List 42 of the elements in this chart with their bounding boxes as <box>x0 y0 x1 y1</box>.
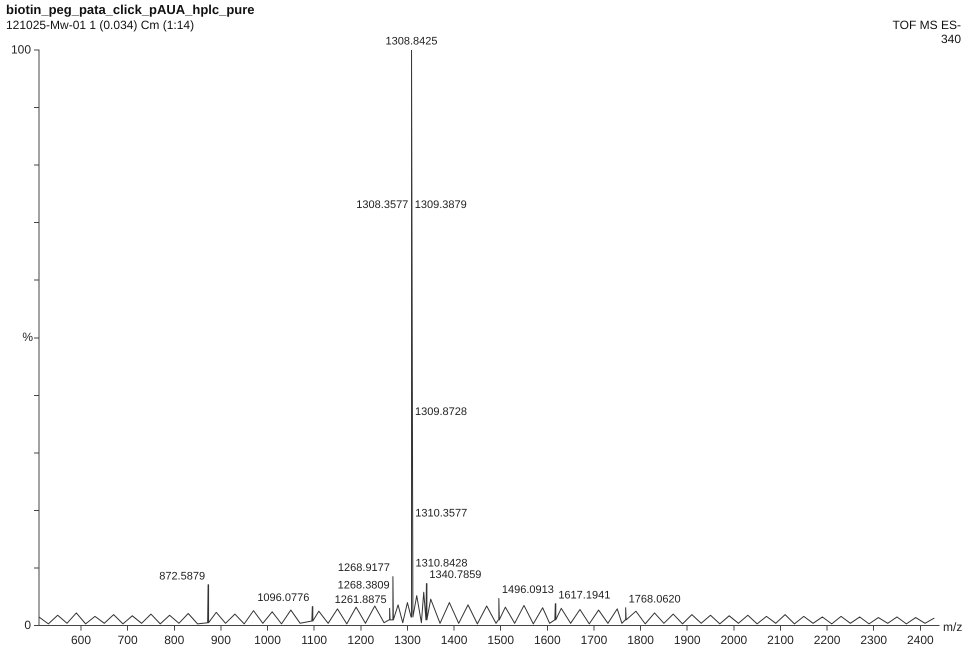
y-tick-label: 100 <box>10 42 32 56</box>
x-tick-label: 1300 <box>394 633 422 648</box>
chart-title: biotin_peg_pata_click_pAUA_hplc_pure <box>6 2 255 17</box>
x-tick-label: 600 <box>70 633 92 648</box>
text: 340 <box>940 32 961 46</box>
annotation: 1340.7859 <box>429 569 482 582</box>
x-tick-label: 2100 <box>767 633 794 648</box>
y-tick-label: 0 <box>24 618 32 632</box>
text: TOF MS ES- <box>892 18 961 32</box>
annotation: 1768.0620 <box>628 593 681 606</box>
x-tick-label: 1600 <box>534 633 561 648</box>
x-tick-label: 700 <box>118 633 138 648</box>
x-tick-label: 1800 <box>627 633 654 648</box>
chart-subtitle: 121025-Mw-01 1 (0.034) Cm (1:14) <box>6 18 194 32</box>
y-axis-title: % <box>22 330 34 344</box>
annotation: 1617.1941 <box>558 589 610 602</box>
x-axis-title: m/z <box>943 620 962 634</box>
x-tick-label: 1700 <box>580 633 608 648</box>
x-tick-label: 800 <box>164 633 185 648</box>
x-tick-label: 2400 <box>906 633 934 648</box>
annotation: 1310.8428 <box>415 558 468 570</box>
x-tick-label: 1200 <box>347 633 374 648</box>
x-tick-label: 900 <box>210 633 232 648</box>
annotation: 1309.8728 <box>415 406 468 418</box>
annotation: 1308.3577 <box>356 199 408 211</box>
x-tick-label: 1400 <box>440 633 468 648</box>
annotation: 1496.0913 <box>502 584 554 596</box>
annotation: 1268.3809 <box>338 579 390 592</box>
annotation: 872.5879 <box>159 570 206 582</box>
annotation: 1096.0776 <box>257 592 310 604</box>
annotation: 1268.9177 <box>338 562 390 574</box>
x-tick-label: 2200 <box>814 633 841 648</box>
annotation: 1309.3879 <box>414 199 467 211</box>
x-tick-label: 1000 <box>254 633 282 648</box>
annotation: 1308.8425 <box>386 36 438 48</box>
x-tick-label: 1100 <box>301 633 328 648</box>
annotation: 1310.3577 <box>415 508 468 520</box>
x-tick-label: 1500 <box>487 633 514 648</box>
x-tick-label: 2000 <box>720 633 748 648</box>
x-tick-label: 2300 <box>860 633 888 648</box>
annotation: 1261.8875 <box>334 594 387 606</box>
x-tick-label: 1900 <box>674 633 701 648</box>
